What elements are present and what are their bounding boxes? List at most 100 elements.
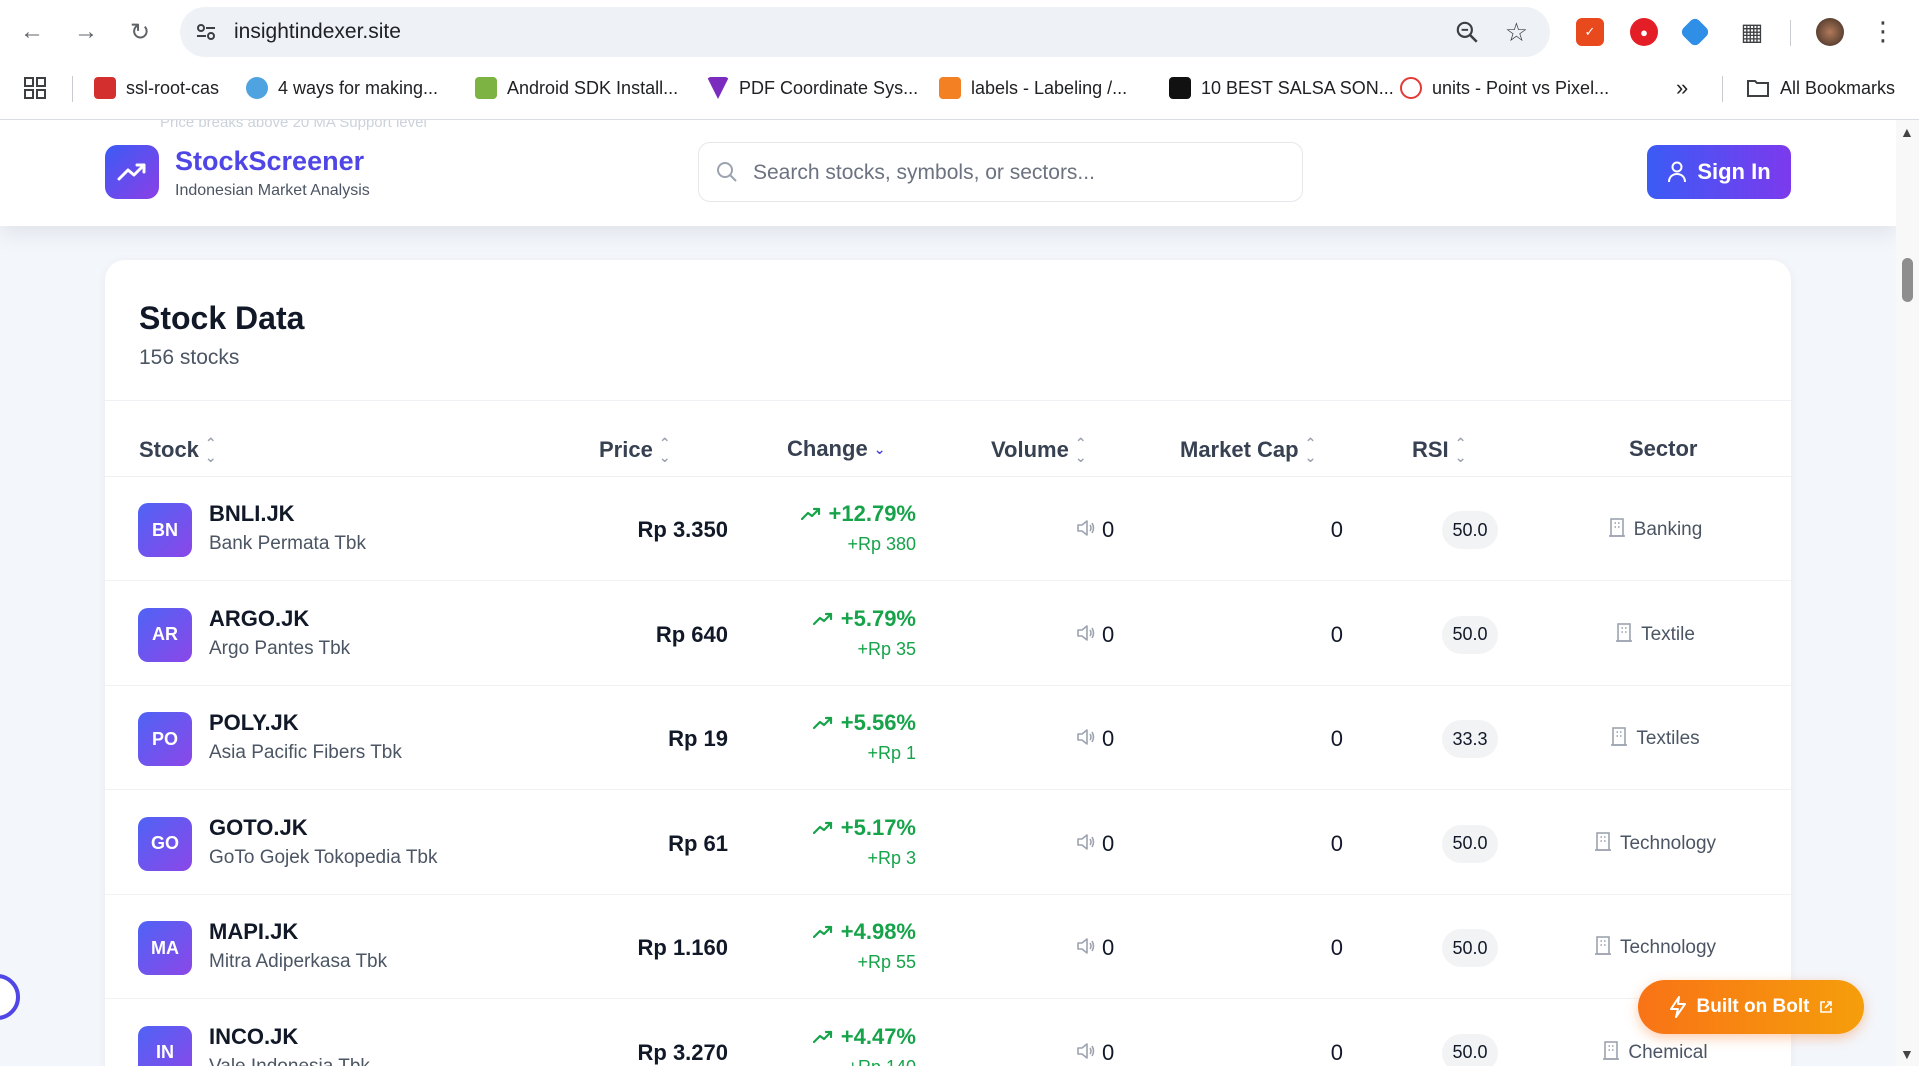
bookmark-favicon-icon xyxy=(94,77,116,99)
column-label: RSI xyxy=(1412,437,1449,462)
column-header-volume[interactable]: Volume ⌃ ⌄ xyxy=(991,436,1087,464)
address-bar[interactable]: insightindexer.site ☆ xyxy=(180,7,1550,57)
divider xyxy=(72,76,73,102)
stock-avatar: BN xyxy=(138,503,192,557)
volume-value: 0 xyxy=(1102,517,1115,542)
column-header-sector: Sector xyxy=(1629,436,1697,462)
building-icon xyxy=(1610,726,1628,752)
all-bookmarks-button[interactable]: All Bookmarks xyxy=(1746,74,1895,102)
sector-label: Chemical xyxy=(1628,1041,1708,1063)
column-header-price[interactable]: Price ⌃ ⌄ xyxy=(599,436,671,464)
search-input[interactable] xyxy=(753,155,1283,191)
company-name: Vale Indonesia Tbk xyxy=(209,1055,370,1066)
column-header-rsi[interactable]: RSI ⌃ ⌄ xyxy=(1412,436,1466,464)
volume-value: 0 xyxy=(1102,830,1115,856)
table-row[interactable]: IN INCO.JK Vale Indonesia Tbk Rp 3.270 +4.47… xyxy=(105,1000,1791,1066)
sector-label: Banking xyxy=(1633,519,1703,540)
company-name: Argo Pantes Tbk xyxy=(209,637,351,659)
volume-cell: 0 xyxy=(1076,935,1114,961)
brand-tagline: Indonesian Market Analysis xyxy=(175,182,370,199)
stock-symbol[interactable]: INCO.JK xyxy=(209,1023,299,1049)
reload-icon[interactable]: ↻ xyxy=(129,18,151,46)
table-title: Stock Data xyxy=(139,300,305,336)
sector-label: Textiles xyxy=(1636,728,1700,749)
volume-icon xyxy=(1076,622,1096,648)
sector-cell: Technology xyxy=(1555,935,1755,961)
table-row[interactable]: GO GOTO.JK GoTo Gojek Tokopedia Tbk Rp 61 +5… xyxy=(105,791,1791,895)
table-row[interactable]: PO POLY.JK Asia Pacific Fibers Tbk Rp 19 +5.… xyxy=(105,686,1791,790)
divider xyxy=(1722,76,1723,102)
page-viewport: Price breaks above 20 MA Support level S… xyxy=(0,120,1896,1066)
lightning-icon xyxy=(1669,996,1686,1018)
page-scrollbar[interactable]: ▲ ▼ xyxy=(1896,120,1919,1066)
column-label: Stock xyxy=(139,437,199,462)
volume-cell: 0 xyxy=(1076,726,1114,752)
bookmark-item[interactable]: 4 ways for making... xyxy=(246,74,438,102)
divider xyxy=(105,400,1791,401)
menu-kebab-icon[interactable]: ⋮ xyxy=(1870,16,1896,46)
extensions-puzzle-icon[interactable]: ▦ xyxy=(1740,18,1764,46)
zoom-icon[interactable] xyxy=(1454,19,1480,45)
column-header-change[interactable]: Change ⌄ xyxy=(787,436,885,462)
building-icon xyxy=(1594,935,1612,961)
bookmark-item[interactable]: units - Point vs Pixel... xyxy=(1400,74,1609,102)
stock-symbol[interactable]: ARGO.JK xyxy=(209,605,310,631)
stock-symbol[interactable]: BNLI.JK xyxy=(209,501,295,526)
logo-trend-icon[interactable] xyxy=(105,145,159,199)
column-header-market-cap[interactable]: Market Cap ⌃ ⌄ xyxy=(1180,436,1316,464)
change-percent-value: +5.17% xyxy=(840,814,916,840)
scrollbar-thumb[interactable] xyxy=(1902,258,1913,302)
column-label: Market Cap xyxy=(1180,437,1299,462)
rsi-badge: 50.0 xyxy=(1442,615,1498,654)
bookmark-favicon-icon xyxy=(939,77,961,99)
divider xyxy=(105,476,1791,477)
column-header-stock[interactable]: Stock ⌃ ⌄ xyxy=(139,436,217,464)
sector-label: Technology xyxy=(1619,937,1717,958)
apps-grid-icon[interactable] xyxy=(24,74,46,102)
market-cap-value: 0 xyxy=(1330,621,1343,647)
bookmark-label: PDF Coordinate Sys... xyxy=(739,77,919,98)
table-row[interactable]: MA MAPI.JK Mitra Adiperkasa Tbk Rp 1.160 +4.… xyxy=(105,895,1791,999)
volume-value: 0 xyxy=(1102,935,1115,960)
adblock-extension-icon[interactable]: ● xyxy=(1630,18,1658,46)
bookmark-item[interactable]: Android SDK Install... xyxy=(475,74,678,102)
scroll-up-icon[interactable]: ▲ xyxy=(1900,124,1914,140)
url-text[interactable]: insightindexer.site xyxy=(234,20,401,43)
more-bookmarks-icon[interactable]: » xyxy=(1676,75,1689,100)
change-percent: +12.79% xyxy=(800,501,916,527)
search-box[interactable] xyxy=(698,142,1303,202)
volume-value: 0 xyxy=(1102,726,1115,751)
bookmark-label: 4 ways for making... xyxy=(278,77,439,98)
bookmark-item[interactable]: labels - Labeling /... xyxy=(939,74,1127,102)
bookmark-item[interactable]: PDF Coordinate Sys... xyxy=(707,74,918,102)
sector-label: Textile xyxy=(1641,623,1695,645)
extension-icon[interactable]: ✓ xyxy=(1576,18,1604,46)
stock-symbol[interactable]: MAPI.JK xyxy=(209,919,299,944)
site-settings-icon[interactable] xyxy=(194,20,218,44)
profile-avatar[interactable] xyxy=(1816,18,1844,46)
sign-in-button[interactable]: Sign In xyxy=(1647,145,1791,199)
market-cap-value: 0 xyxy=(1330,830,1343,856)
stock-symbol[interactable]: POLY.JK xyxy=(209,710,299,735)
table-row[interactable]: AR ARGO.JK Argo Pantes Tbk Rp 640 +5.79% +Rp … xyxy=(105,582,1791,686)
building-icon xyxy=(1602,1040,1620,1066)
forward-icon[interactable]: → xyxy=(74,18,98,45)
scroll-down-icon[interactable]: ▼ xyxy=(1900,1046,1914,1062)
brand-name[interactable]: StockScreener xyxy=(175,146,365,176)
volume-value: 0 xyxy=(1102,621,1115,647)
volume-cell: 0 xyxy=(1076,1040,1114,1066)
extension-icon[interactable] xyxy=(1679,16,1711,48)
table-row[interactable]: BN BNLI.JK Bank Permata Tbk Rp 3.350 +12.79%… xyxy=(105,477,1791,581)
change-percent: +5.17% xyxy=(812,814,916,841)
rsi-badge: 50.0 xyxy=(1442,1033,1498,1066)
built-on-bolt-button[interactable]: Built on Bolt xyxy=(1638,980,1864,1034)
stock-symbol[interactable]: GOTO.JK xyxy=(209,814,308,840)
back-icon[interactable]: ← xyxy=(20,18,44,45)
change-absolute: +Rp 140 xyxy=(847,1057,916,1066)
bookmark-label: labels - Labeling /... xyxy=(971,77,1128,98)
bookmark-item[interactable]: 10 BEST SALSA SON... xyxy=(1169,74,1394,102)
bookmark-item[interactable]: ssl-root-cas xyxy=(94,74,219,102)
company-name: Bank Permata Tbk xyxy=(209,533,367,554)
floating-widget-button[interactable] xyxy=(0,974,20,1020)
bookmark-star-icon[interactable]: ☆ xyxy=(1504,17,1528,47)
